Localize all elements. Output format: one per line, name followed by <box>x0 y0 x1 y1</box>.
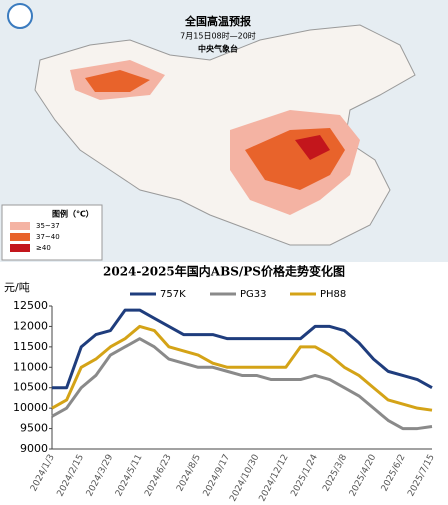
heat-zone <box>85 70 150 92</box>
legend-swatch <box>10 244 30 252</box>
legend-box <box>1 204 103 261</box>
x-tick-label: 2024/5/11 <box>114 453 144 498</box>
y-tick-label: 11000 <box>13 360 48 373</box>
legend-label: 37~40 <box>36 233 60 241</box>
y-tick-label: 11500 <box>13 340 48 353</box>
chart-title: 2024-2025年国内ABS/PS价格走势变化图 <box>103 264 345 279</box>
legend-title: 图例（℃） <box>52 209 94 219</box>
y-axis-label: 元/吨 <box>4 281 30 294</box>
series-line <box>51 324 433 412</box>
x-tick-label: 2024/6/23 <box>143 453 173 498</box>
x-tick-label: 2025/3/8 <box>321 453 349 494</box>
legend-swatch <box>10 233 30 241</box>
x-tick-label: 2024/12/12 <box>258 453 291 503</box>
x-tick-label: 2024/8/5 <box>175 453 203 493</box>
legend: 35~37 37~40 ≥40 <box>10 222 60 252</box>
x-tick-label: 2025/1/24 <box>289 453 320 499</box>
legend-label: 35~37 <box>36 222 60 230</box>
x-tick-label: 2024/3/29 <box>85 453 116 499</box>
y-tick-label: 10500 <box>13 381 48 394</box>
x-tick-label: 2024/2/15 <box>56 453 86 498</box>
x-tick-label: 2025/6/2 <box>380 453 408 493</box>
legend-label: ≥40 <box>36 244 51 252</box>
x-tick-label: 2024/10/30 <box>228 453 261 504</box>
x-tick-label: 2024/1/3 <box>29 453 57 493</box>
heat-zone <box>295 135 330 160</box>
y-tick-label: 12000 <box>13 319 48 332</box>
legend-label: PH88 <box>320 289 346 300</box>
x-tick-label: 2025/4/20 <box>348 453 379 499</box>
series-line <box>51 337 433 431</box>
y-tick-label: 9500 <box>20 422 48 435</box>
logo <box>7 3 33 29</box>
legend-swatch <box>10 222 30 230</box>
chart: 2024-2025年国内ABS/PS价格走势变化图 元/吨 9000 9500 10… <box>4 264 437 504</box>
map-issuer: 中央气象台 <box>198 44 238 54</box>
y-tick-label: 9000 <box>20 442 48 455</box>
map-title: 全国高温预报 <box>184 14 252 28</box>
legend-label: 757K <box>160 289 186 300</box>
map-time: 7月15日08时—20时 <box>180 31 256 41</box>
x-tick-label: 2024/9/17 <box>202 453 232 498</box>
y-tick-label: 12500 <box>13 299 48 312</box>
heat-map: 全国高温预报 7月15日08时—20时 中央气象台 图例（℃） 35~37 37~… <box>0 0 448 262</box>
series-line <box>52 308 433 390</box>
x-tick-label: 2025/7/15 <box>406 453 436 498</box>
legend-label: PG33 <box>240 289 267 300</box>
y-tick-label: 10000 <box>13 401 48 414</box>
